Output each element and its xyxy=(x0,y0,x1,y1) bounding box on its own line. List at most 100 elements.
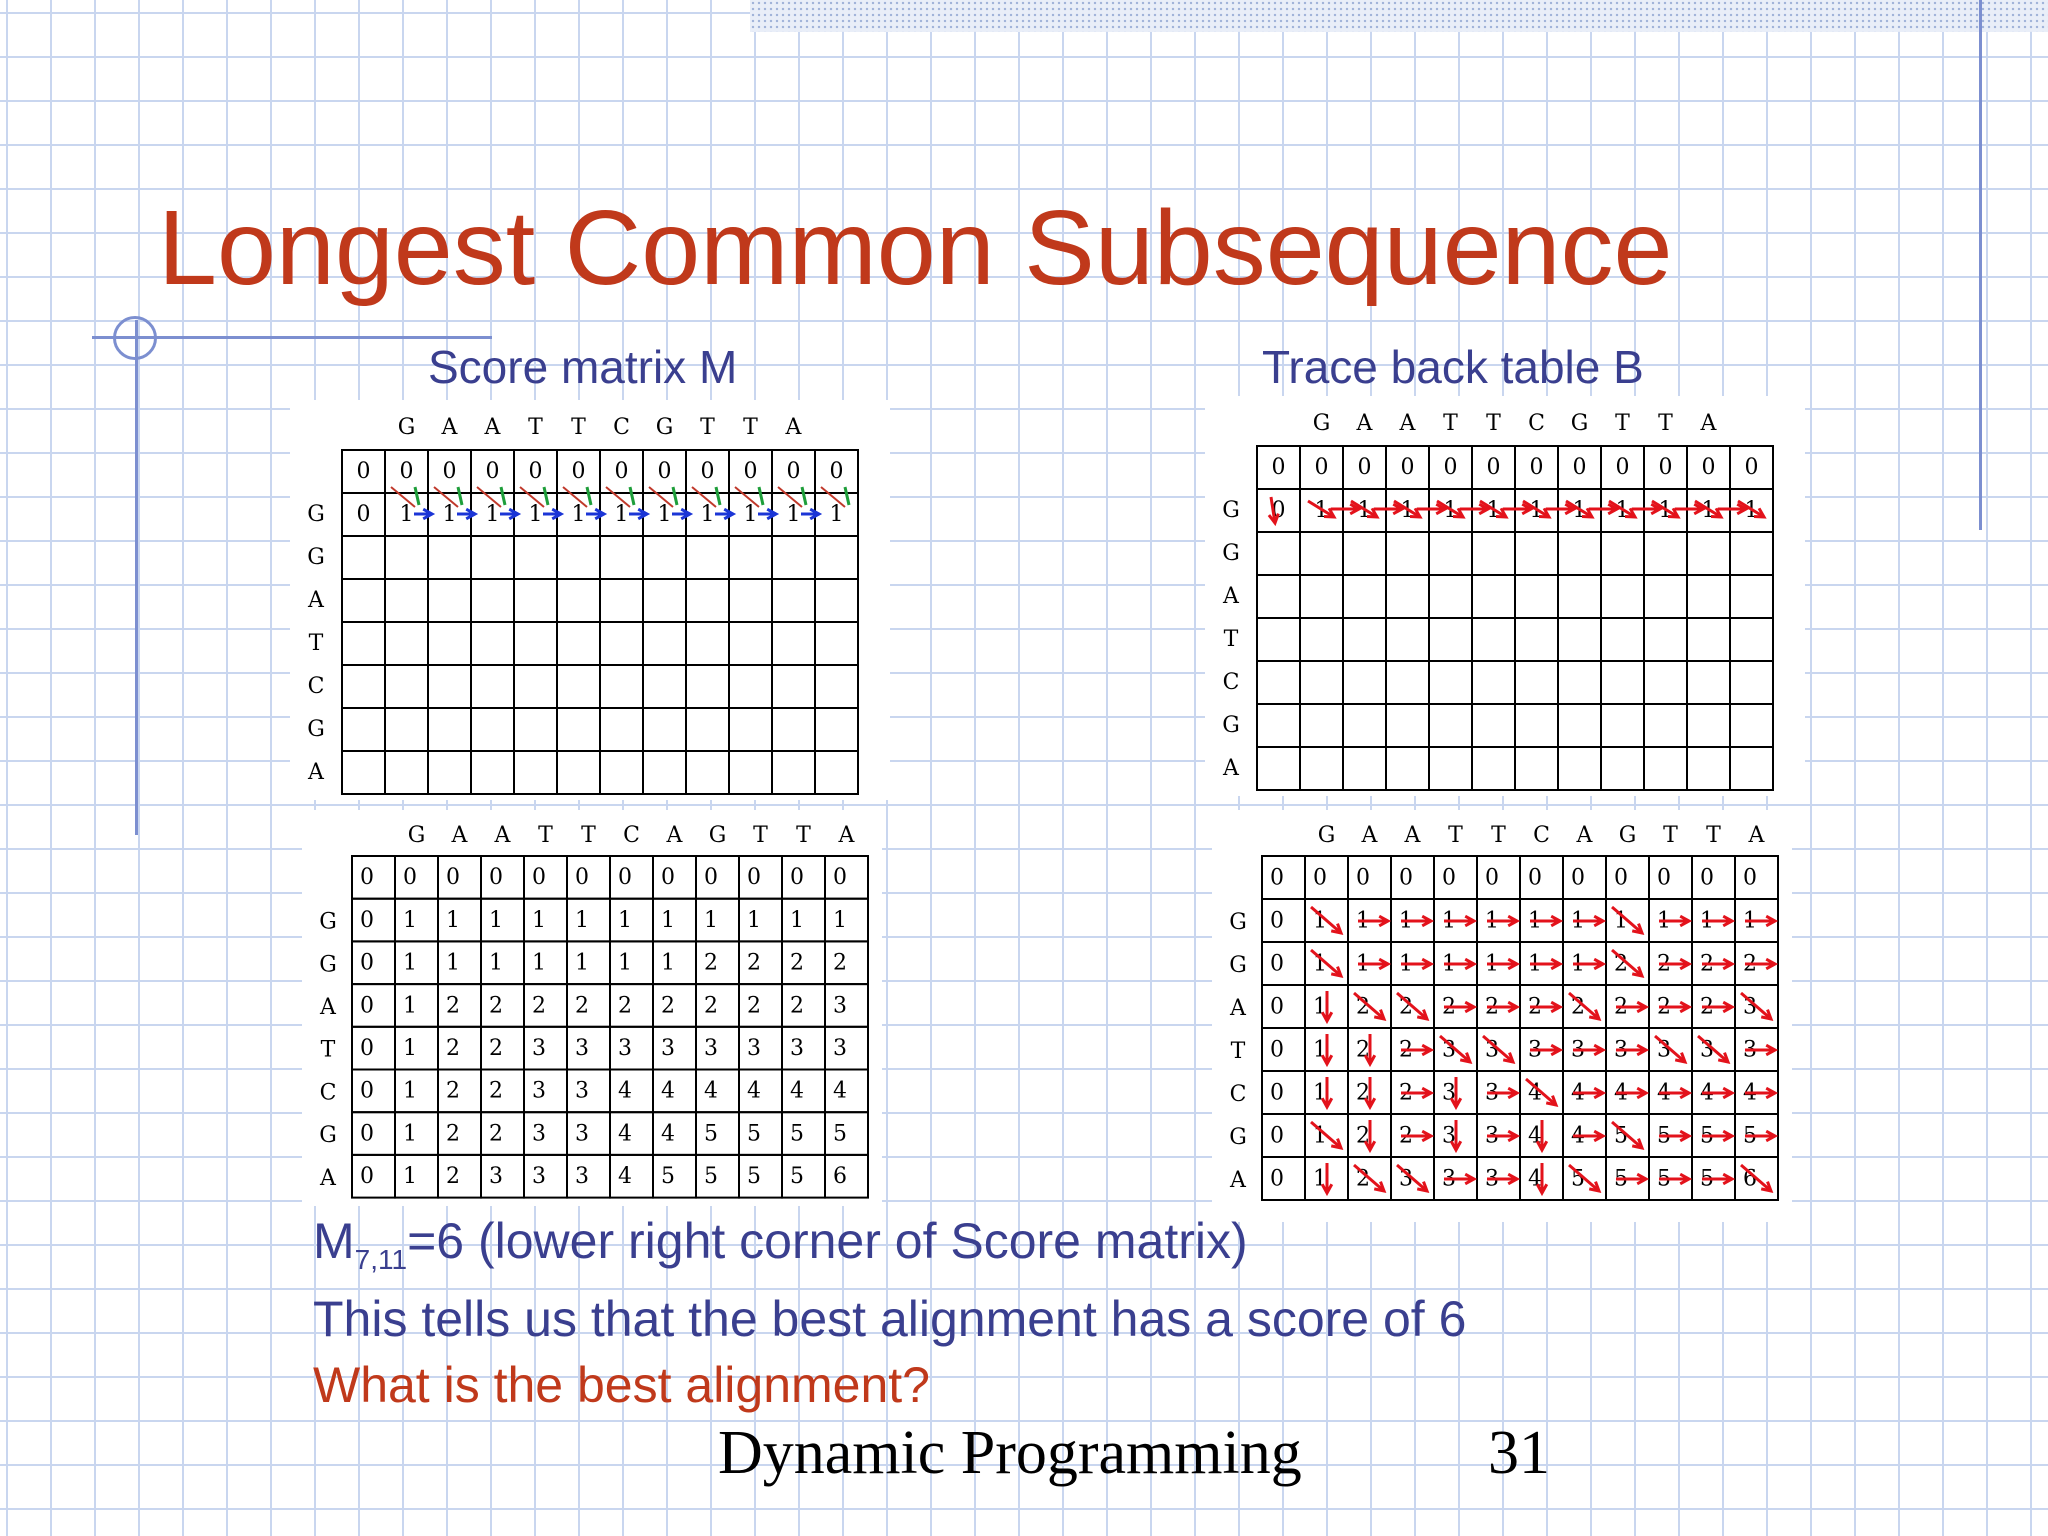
score-full-row-header: A xyxy=(319,1166,337,1191)
trace-top-cell-value: 0 xyxy=(1616,455,1630,480)
score-full-cell-value: 0 xyxy=(360,908,374,933)
score-top-cell-6-3 xyxy=(470,707,515,752)
trace-full-cell-value: 5 xyxy=(1614,1123,1628,1148)
score-top-cell-5-2 xyxy=(427,664,472,709)
trace-full-cell-value: 0 xyxy=(1270,994,1284,1019)
trace-top-cell-4-3 xyxy=(1385,617,1430,662)
score-top-diag-mark xyxy=(433,486,459,508)
trace-top-left-arrow-head xyxy=(1521,502,1535,516)
trace-top-diag-arrow-head xyxy=(1710,507,1724,519)
score-top-cell-4-4 xyxy=(513,621,558,666)
trace-full-diag-arrow xyxy=(1740,991,1772,1021)
score-top-cell-value: 0 xyxy=(443,459,457,484)
trace-top-cell-3-3 xyxy=(1385,574,1430,619)
trace-top-cell-7-3 xyxy=(1385,746,1430,791)
trace-full-left-arrow-head xyxy=(1765,1129,1779,1143)
trace-full-left-arrow-head xyxy=(1464,1172,1478,1186)
score-top-cell-5-9 xyxy=(728,664,773,709)
trace-top-cell-value: 0 xyxy=(1315,455,1329,480)
trace-full-cell-value: 0 xyxy=(1270,908,1284,933)
score-full-cell-value: 2 xyxy=(790,951,804,976)
trace-full-left-arrow-head xyxy=(1464,1000,1478,1014)
score-top-cell-7-7 xyxy=(642,750,687,795)
trace-full-left-arrow-head xyxy=(1636,1043,1650,1057)
score-top-up-mark xyxy=(714,486,722,506)
score-full-cell-value: 0 xyxy=(704,865,718,890)
trace-full-cell-value: 0 xyxy=(1442,865,1456,890)
trace-top-diag-arrow-head xyxy=(1452,507,1466,519)
trace-full-left-arrow-head xyxy=(1464,914,1478,928)
score-full-cell-value: 0 xyxy=(446,865,460,890)
trace-top-cell-3-11 xyxy=(1729,574,1774,619)
score-top-cell-7-2 xyxy=(427,750,472,795)
trace-top-diag-arrow xyxy=(1608,499,1636,519)
score-full-cell-value: 3 xyxy=(575,1079,589,1104)
score-top-cell-value: 1 xyxy=(443,502,457,527)
trace-top-cell-6-6 xyxy=(1514,703,1559,748)
score-top-row-header: G xyxy=(307,502,325,527)
score-full-cell-value: 6 xyxy=(833,1164,847,1189)
score-top-up-mark xyxy=(499,486,507,506)
page-number: 31 xyxy=(1488,1419,1550,1487)
score-full-cell-value: 2 xyxy=(446,1164,460,1189)
trace-top-col-header: T xyxy=(1615,411,1630,436)
score-full-cell-value: 0 xyxy=(532,865,546,890)
score-top-col-header: A xyxy=(785,415,803,440)
trace-top-cell-2-6 xyxy=(1514,531,1559,576)
score-top-row-header: A xyxy=(307,588,325,613)
trace-full-diag-arrow-head xyxy=(1330,1138,1344,1151)
question-note: What is the best alignment? xyxy=(313,1357,930,1413)
trace-full-left-arrow-head xyxy=(1421,1086,1435,1100)
trace-full-col-header: T xyxy=(1491,823,1506,848)
score-top-diag-mark xyxy=(605,486,631,508)
trace-full-left-arrow-head xyxy=(1722,957,1736,971)
score-top-cell-6-5 xyxy=(556,707,601,752)
score-top-cell-value: 0 xyxy=(615,459,629,484)
trace-full-col-header: C xyxy=(1533,823,1550,848)
score-full-cell-7-11 xyxy=(824,1153,869,1199)
score-top-cell-value: 0 xyxy=(357,459,371,484)
score-full-cell-value: 1 xyxy=(403,951,417,976)
trace-top-left-arrow-head xyxy=(1392,502,1406,516)
trace-top-left-arrow-head xyxy=(1607,502,1621,516)
trace-full-diag-arrow-head xyxy=(1545,1095,1559,1108)
trace-full-col-header: T xyxy=(1448,823,1463,848)
slide-title: Longest Common Subsequence xyxy=(158,189,1673,307)
trace-top-cell-2-7 xyxy=(1557,531,1602,576)
score-full-cell-value: 4 xyxy=(618,1079,632,1104)
score-full-cell-value: 1 xyxy=(403,1164,417,1189)
trace-top-cell-3-6 xyxy=(1514,574,1559,619)
trace-full-col-header: A xyxy=(1361,823,1379,848)
trace-top-row-header: G xyxy=(1222,541,1240,566)
score-full-cell-value: 4 xyxy=(704,1079,718,1104)
score-top-diag-mark xyxy=(734,486,760,508)
score-full-cell-value: 1 xyxy=(833,908,847,933)
score-full-cell-value: 0 xyxy=(790,865,804,890)
score-full-cell-value: 4 xyxy=(661,1121,675,1146)
trace-top-cell-6-10 xyxy=(1686,703,1731,748)
score-full-cell-value: 1 xyxy=(403,1036,417,1061)
score-top-diag-mark xyxy=(390,486,416,508)
score-full-cell-value: 5 xyxy=(790,1121,804,1146)
score-full-cell-value: 2 xyxy=(446,1079,460,1104)
trace-top-cell-2-4 xyxy=(1428,531,1473,576)
trace-full-row-header: G xyxy=(1229,1125,1247,1150)
trace-top-cell-5-2 xyxy=(1342,660,1387,705)
score-top-col-header: A xyxy=(484,415,502,440)
score-top-cell-6-0 xyxy=(341,707,386,752)
trace-top-diag-arrow xyxy=(1522,499,1550,519)
trace-top-diag-arrow-head xyxy=(1409,507,1423,519)
trace-top-diag-arrow-head xyxy=(1581,507,1595,519)
trace-full-cell-value: 0 xyxy=(1614,865,1628,890)
score-top-cell-5-4 xyxy=(513,664,558,709)
trace-top-cell-5-9 xyxy=(1643,660,1688,705)
trace-top-diag-arrow-head xyxy=(1624,507,1638,519)
score-top-up-mark xyxy=(800,486,808,506)
trace-top-cell-3-5 xyxy=(1471,574,1516,619)
score-full-cell-value: 2 xyxy=(489,1079,503,1104)
trace-top-col-header: T xyxy=(1443,411,1458,436)
trace-full-up-arrow-head xyxy=(1320,1054,1334,1068)
trace-top-left-arrow-head xyxy=(1650,502,1664,516)
score-top-cell-2-2 xyxy=(427,535,472,580)
